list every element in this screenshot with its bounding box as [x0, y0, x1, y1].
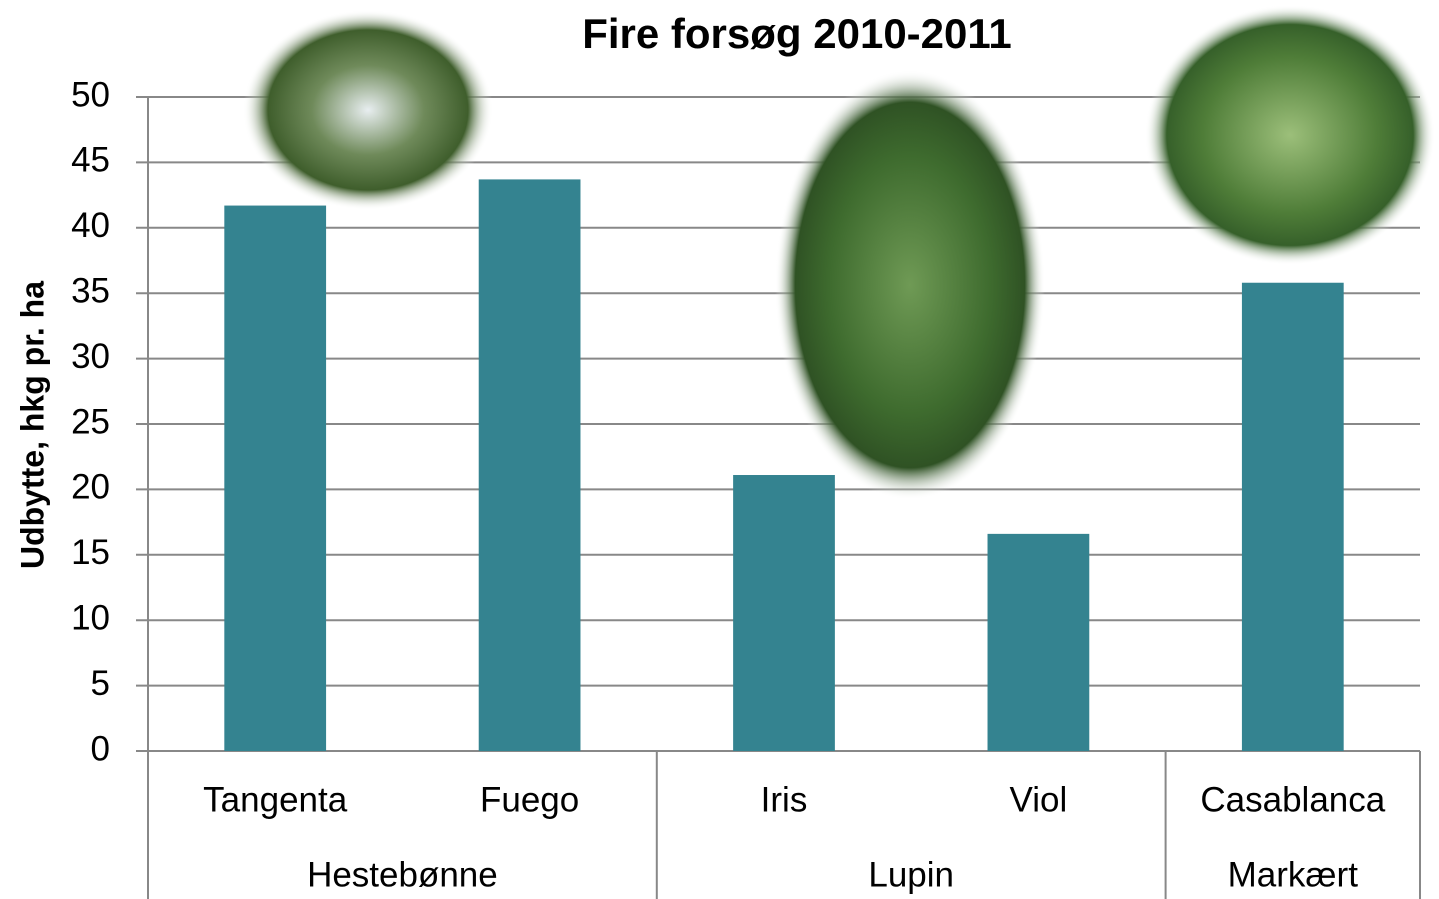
- x-tick-label: Fuego: [480, 780, 579, 819]
- y-tick-label: 35: [71, 271, 110, 310]
- y-tick-label: 15: [71, 533, 110, 572]
- photo: [1145, 5, 1435, 265]
- y-tick-label: 5: [91, 664, 110, 703]
- chart: 0 5 10 15 20 25 30 35 40 45 50 Tangenta Fuego Hestebø…: [0, 0, 1439, 899]
- x-tick-label: Tangenta: [203, 780, 348, 819]
- group-label: Hestebønne: [307, 855, 498, 894]
- photo: [775, 70, 1045, 500]
- group-label: Lupin: [868, 855, 954, 894]
- y-tick-label: 20: [71, 468, 110, 507]
- y-tick-label: 50: [71, 75, 110, 114]
- y-tick-label: 10: [71, 598, 110, 637]
- y-tick-label: 25: [71, 402, 110, 441]
- y-tick-label: 30: [71, 337, 110, 376]
- x-tick-label: Iris: [761, 780, 808, 819]
- x-tick-label: Casablanca: [1200, 780, 1385, 819]
- chart-title: Fire forsøg 2010-2011: [582, 10, 1012, 57]
- bar: [988, 534, 1090, 751]
- bar: [1242, 283, 1344, 751]
- y-tick-label: 40: [71, 206, 110, 245]
- y-axis-label: Udbytte, hkg pr. ha: [14, 281, 50, 569]
- bar: [733, 475, 835, 751]
- y-tick-label: 45: [71, 141, 110, 180]
- bar: [224, 206, 326, 751]
- x-tick-label: Viol: [1010, 780, 1068, 819]
- group-label: Markært: [1228, 855, 1359, 894]
- photo: [243, 10, 493, 210]
- bar: [479, 179, 581, 751]
- y-tick-label: 0: [91, 729, 110, 768]
